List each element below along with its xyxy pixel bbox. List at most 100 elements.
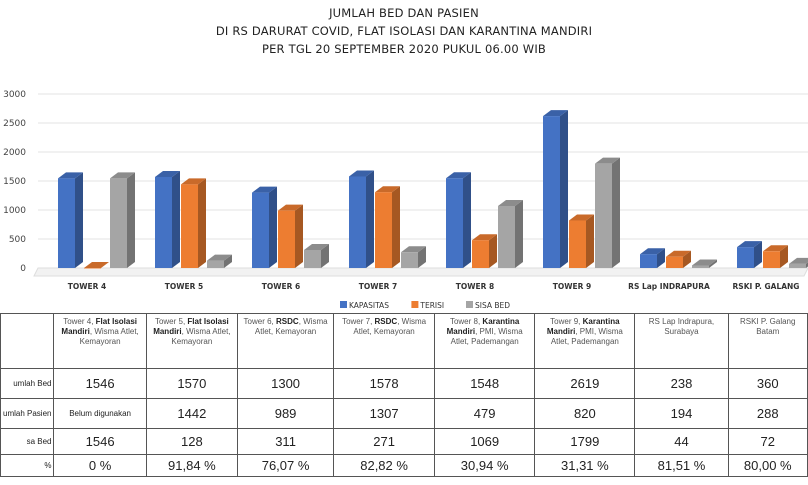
bar-side — [709, 259, 717, 268]
table-cell: 72 — [727, 428, 808, 455]
bar-top — [763, 245, 788, 252]
column-header-suffix: , PMI, Wisma Atlet, Pademangan — [450, 327, 523, 346]
bar-kapasitas — [58, 172, 83, 268]
table-cell: Belum digunakan — [53, 398, 147, 429]
bar-side — [295, 204, 303, 268]
table-row: umlah Bed 1546 1570 1300 1578 1548 2619 238 360 — [0, 368, 808, 399]
table-cell: 194 — [634, 398, 729, 429]
bar-top — [58, 172, 83, 179]
bar-kapasitas — [543, 110, 568, 269]
chart-title-line1: JUMLAH BED DAN PASIEN — [329, 6, 479, 20]
legend-label: SISA BED — [475, 301, 510, 310]
table-cell: 311 — [237, 428, 335, 455]
bar-terisi — [84, 262, 109, 269]
row-label: sa Bed — [0, 428, 55, 455]
column-header-suffix: , Wisma Atlet, Kemayoran — [79, 327, 139, 346]
table-cell: 76,07 % — [237, 454, 335, 477]
table-cell: 288 — [727, 398, 808, 429]
column-header: Tower 8, Karantina Mandiri, PMI, Wisma A… — [434, 313, 536, 369]
bar-side — [392, 186, 400, 268]
bar-side — [560, 110, 568, 269]
bar-terisi — [569, 214, 594, 268]
column-header-prefix: Tower 7, — [342, 317, 375, 326]
table-cell: 1069 — [434, 428, 536, 455]
column-header-suffix: , PMI, Wisma Atlet, Pademangan — [550, 327, 623, 346]
table-cell: 91,84 % — [145, 454, 239, 477]
bar-front — [58, 178, 75, 268]
bar-chart: 0 500 1000 1500 2000 2500 3000 TOWER 4 TOWER 5 TO… — [3, 90, 808, 310]
bar-kapasitas — [349, 170, 374, 268]
bar-front — [349, 176, 366, 268]
bar-terisi — [375, 186, 400, 268]
bar-side — [366, 170, 374, 268]
table-row: umlah Pasien Belum digunakan 1442 989 1307 47… — [0, 398, 808, 429]
bar-front — [252, 192, 269, 268]
bar-terisi — [763, 245, 788, 268]
bar-kapasitas — [737, 241, 762, 268]
x-tick-label: TOWER 4 — [68, 282, 107, 291]
bar-kapasitas — [155, 170, 180, 268]
column-header-prefix: RS Lap Indrapura, Surabaya — [648, 317, 715, 336]
bar-top — [207, 254, 232, 261]
bar-front — [789, 263, 806, 268]
column-header-prefix: RSKI P. Galang Batam — [740, 317, 796, 336]
bar-sisa-bed — [498, 199, 523, 268]
column-header: Tower 9, Karantina Mandiri, PMI, Wisma A… — [534, 313, 636, 369]
y-tick-label: 0 — [20, 264, 26, 274]
bar-side — [418, 246, 426, 268]
bar-top — [110, 172, 135, 179]
bar-front — [155, 176, 172, 268]
table-cell: 1546 — [53, 428, 147, 455]
table-cell: 128 — [145, 428, 239, 455]
y-tick-label: 3000 — [3, 90, 26, 100]
bar-kapasitas — [252, 186, 277, 268]
x-tick-label: RSKI P. GALANG — [733, 282, 800, 291]
bar-front — [207, 260, 224, 268]
bar-terisi — [181, 178, 206, 268]
bar-terisi — [472, 234, 497, 268]
bar-side — [198, 178, 206, 268]
column-header-suffix: , Wisma Atlet, Kemayoran — [254, 317, 328, 336]
table-row: sa Bed 1546 128 311 271 1069 1799 44 72 — [0, 428, 808, 455]
bar-side — [489, 234, 497, 268]
table-cell: 238 — [634, 368, 729, 399]
bar-top — [278, 204, 303, 211]
bar-side — [754, 241, 762, 268]
bar-top — [155, 170, 180, 177]
table-cell: 81,51 % — [634, 454, 729, 477]
bar-sisa-bed — [207, 254, 232, 268]
column-header: Tower 4, Flat Isolasi Mandiri, Wisma Atl… — [53, 313, 147, 369]
y-tick-label: 1500 — [3, 177, 26, 187]
bar-sisa-bed — [789, 257, 808, 268]
bar-side — [224, 254, 232, 268]
column-header-bold: RSDC — [374, 317, 398, 326]
x-tick-label: TOWER 6 — [262, 282, 301, 291]
row-label: umlah Pasien — [0, 398, 55, 429]
x-tick-label: TOWER 9 — [553, 282, 592, 291]
bar-kapasitas — [446, 172, 471, 268]
bar-side — [683, 250, 691, 268]
table-cell: 1300 — [237, 368, 335, 399]
bar-top — [737, 241, 762, 248]
column-header-prefix: Tower 6, — [243, 317, 277, 326]
bar-front — [640, 254, 657, 268]
legend-label: TERISI — [419, 301, 444, 310]
chart-floor — [33, 267, 808, 277]
bar-sisa-bed — [595, 157, 620, 268]
table-cell: 1307 — [333, 398, 436, 429]
bar-front — [666, 256, 683, 268]
table-cell: 271 — [333, 428, 436, 455]
bar-top — [595, 157, 620, 164]
data-table: Tower 4, Flat Isolasi Mandiri, Wisma Atl… — [0, 313, 808, 477]
legend-label: KAPASITAS — [349, 301, 389, 310]
bar-front — [401, 252, 418, 268]
bar-front — [498, 205, 515, 268]
bar-sisa-bed — [110, 172, 135, 268]
bar-side — [127, 172, 135, 268]
bar-sisa-bed — [304, 243, 329, 268]
table-cell: 360 — [727, 368, 808, 399]
bar-front — [446, 178, 463, 268]
bar-side — [515, 199, 523, 268]
bar-top — [640, 248, 665, 255]
bar-side — [586, 214, 594, 268]
